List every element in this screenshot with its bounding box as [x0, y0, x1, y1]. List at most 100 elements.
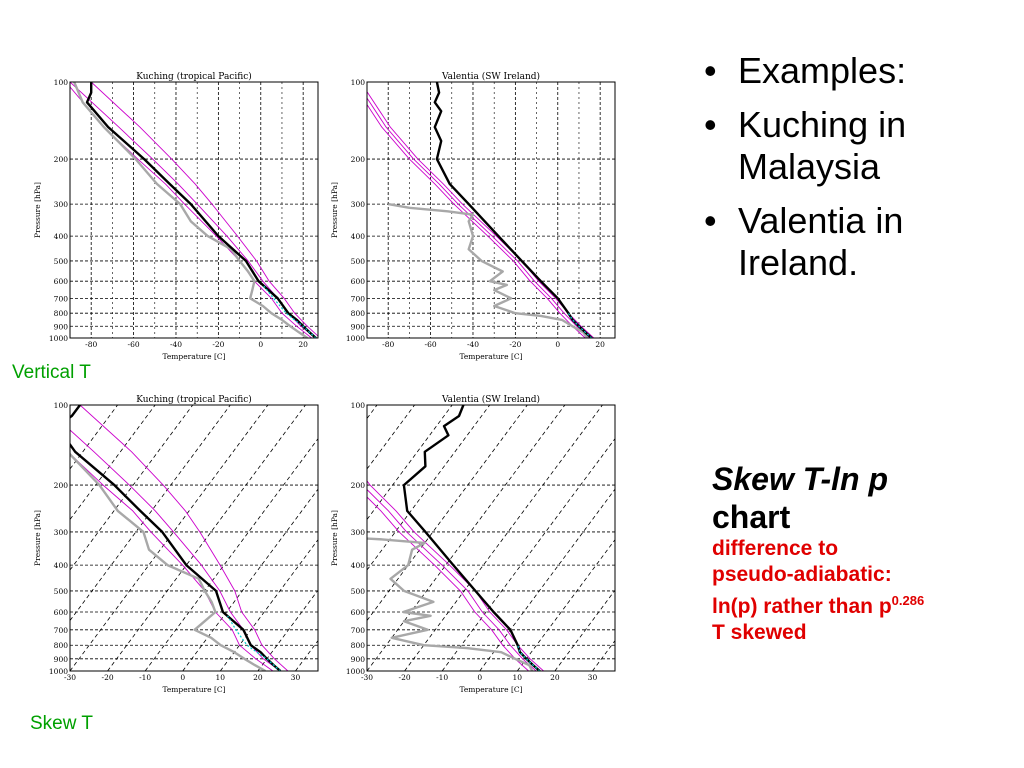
temperature-line: [70, 405, 282, 671]
adiabat-line: [367, 488, 537, 671]
isotherm: [70, 405, 194, 571]
y-tick-label: 1000: [346, 334, 365, 343]
y-tick-label: 300: [54, 200, 69, 209]
x-tick-label: 20: [595, 340, 605, 349]
chart-valentia-vertical: Valentia (SW Ireland) 100 200 300 400 500 600 7…: [327, 70, 619, 362]
y-axis-label: Pressure [hPa]: [330, 510, 339, 566]
skewt-plot: Kuching (tropical Pacific)10020030040050…: [33, 394, 319, 694]
red-line-3: ln(p) rather than p0.286: [712, 588, 1012, 620]
bullet-dot-icon: •: [704, 104, 717, 145]
y-tick-label: 600: [54, 608, 69, 617]
adiabat-line: [367, 480, 544, 671]
y-tick-label: 600: [351, 608, 366, 617]
y-tick-label: 700: [351, 626, 366, 635]
isotherm: [367, 405, 415, 470]
y-tick-label: 1000: [346, 667, 365, 676]
y-axis-label: Pressure [hPa]: [330, 182, 339, 238]
parcel-line: [227, 615, 281, 671]
dewpoint-line: [367, 537, 534, 671]
y-tick-label: 700: [54, 626, 69, 635]
x-axis-label: Temperature [C]: [162, 352, 225, 361]
x-axis-label: Temperature [C]: [162, 685, 225, 694]
x-axis-label: Temperature [C]: [459, 352, 522, 361]
x-tick-label: 0: [555, 340, 560, 349]
bullet-dot-icon: •: [704, 200, 717, 241]
isotherm-group: [367, 405, 615, 671]
isotherm: [107, 405, 306, 671]
skewt-plot: Valentia (SW Ireland)1002003004005006007…: [330, 71, 616, 361]
isotherm: [367, 405, 528, 622]
y-tick-label: 200: [351, 155, 366, 164]
bullet-item: • Kuching in Malaysia: [700, 104, 1010, 188]
isotherm: [367, 405, 566, 671]
isotherm-group: [367, 82, 601, 338]
x-tick-label: -20: [509, 340, 521, 349]
plot-frame: [69, 404, 319, 672]
dewpoint-line: [387, 202, 589, 338]
x-tick-label: -10: [436, 673, 448, 682]
isotherm: [70, 405, 118, 470]
x-tick-label: -20: [399, 673, 411, 682]
bullet-item: • Valentia in Ireland.: [700, 200, 1010, 284]
y-tick-label: 500: [351, 257, 366, 266]
parcel-line: [567, 312, 593, 338]
x-tick-label: 0: [180, 673, 185, 682]
temperature-line: [433, 82, 593, 338]
plot-frame: [366, 404, 616, 672]
x-tick-label: -40: [467, 340, 479, 349]
red-line-4: T skewed: [712, 621, 807, 644]
red-line-1: difference to: [712, 537, 839, 560]
isotherm: [367, 405, 491, 571]
x-tick-label: -60: [128, 340, 140, 349]
isotherm: [70, 405, 231, 622]
y-tick-label: 200: [54, 155, 69, 164]
isotherm: [516, 539, 615, 671]
isotherm: [70, 405, 269, 671]
y-tick-label: 600: [351, 277, 366, 286]
y-tick-label: 1000: [49, 667, 68, 676]
chart-title: Valentia (SW Ireland): [441, 71, 540, 82]
isotherm: [219, 539, 318, 671]
bullet-item: • Examples:: [700, 50, 1010, 92]
y-tick-label: 200: [54, 481, 69, 490]
bullet-text: Examples:: [738, 50, 907, 91]
y-tick-label: 700: [351, 294, 366, 303]
x-tick-label: 30: [588, 673, 598, 682]
dewpoint-line: [73, 82, 309, 338]
isotherm: [367, 405, 453, 521]
isotherm: [144, 438, 318, 671]
x-tick-label: 30: [291, 673, 301, 682]
x-tick-label: 20: [550, 673, 560, 682]
dewpoint-line: [70, 452, 266, 671]
bullet-text: Kuching in Malaysia: [738, 104, 907, 187]
y-axis-label: Pressure [hPa]: [33, 510, 42, 566]
x-tick-label: -20: [212, 340, 224, 349]
plot-frame: [366, 81, 616, 339]
x-tick-label: -30: [64, 673, 76, 682]
isotherm-group: [70, 405, 318, 671]
x-tick-label: 20: [298, 340, 308, 349]
y-tick-label: 400: [351, 561, 366, 570]
skewt-plot: Kuching (tropical Pacific)10020030040050…: [33, 71, 319, 361]
plot-frame: [69, 81, 319, 339]
red-line-3-text: ln(p) rather than p: [712, 595, 892, 618]
y-tick-label: 400: [351, 232, 366, 241]
isotherm: [554, 589, 615, 671]
y-tick-label: 800: [54, 309, 69, 318]
red-line-2: pseudo-adiabatic:: [712, 563, 892, 586]
y-tick-label: 400: [54, 561, 69, 570]
isotherm: [479, 488, 615, 671]
adiabat-line: [367, 97, 590, 338]
y-tick-label: 900: [54, 322, 69, 331]
x-tick-label: -10: [139, 673, 151, 682]
y-tick-label: 900: [54, 655, 69, 664]
x-tick-label: -80: [85, 340, 97, 349]
y-tick-label: 100: [54, 401, 69, 410]
y-tick-label: 700: [54, 294, 69, 303]
y-tick-label: 400: [54, 232, 69, 241]
label-skew-t: Skew T: [30, 713, 94, 734]
y-tick-label: 800: [351, 309, 366, 318]
isotherm: [70, 405, 156, 521]
y-tick-label: 500: [54, 587, 69, 596]
adiabat-line: [367, 496, 529, 671]
